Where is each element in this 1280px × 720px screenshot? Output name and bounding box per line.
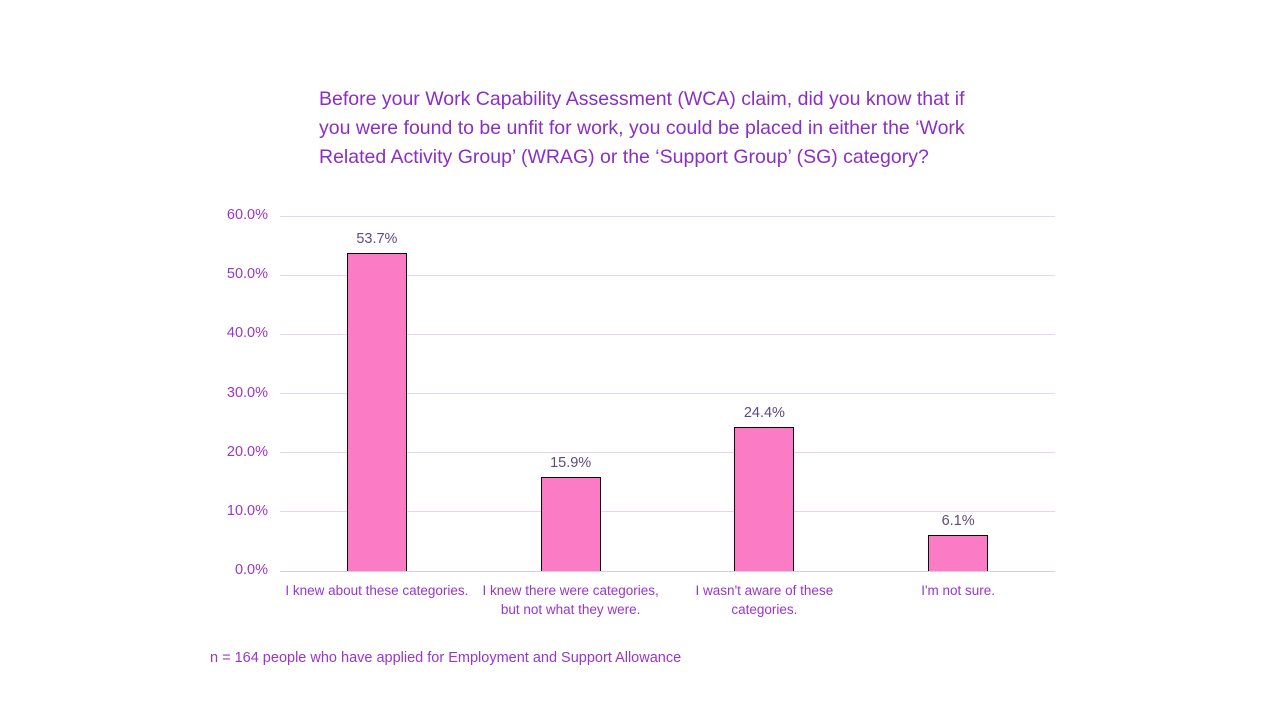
gridline: [280, 215, 1055, 217]
x-axis-tick-label: I knew about these categories.: [280, 582, 474, 601]
y-axis-tick-label: 20.0%: [226, 443, 268, 460]
gridline: [280, 393, 1055, 394]
gridline: [280, 333, 1055, 335]
x-axis-baseline: [280, 570, 1055, 572]
gridline: [280, 511, 1055, 513]
y-axis-tick-label: 30.0%: [226, 384, 268, 401]
bar: [540, 476, 601, 571]
y-axis: 0.0% 10.0% 20.0% 30.0% 40.0% 50.0% 60.0%: [190, 207, 268, 578]
gridline: [280, 274, 1055, 276]
y-axis-tick-label: 10.0%: [226, 502, 268, 519]
bar-value-label: 6.1%: [941, 512, 975, 529]
bar: [346, 253, 407, 571]
x-axis-tick-label: I'm not sure.: [861, 582, 1055, 601]
bar-value-label: 53.7%: [356, 231, 398, 248]
gridline: [280, 452, 1055, 454]
bar-value-label: 24.4%: [743, 404, 785, 421]
bar: [734, 426, 795, 571]
chart-title: Before your Work Capability Assessment (…: [319, 88, 965, 168]
x-axis-tick-label: I knew there were categories, but not wh…: [474, 582, 668, 619]
x-axis-tick-label-text: I'm not sure.: [921, 583, 996, 598]
plot-area: 53.7% 15.9% 24.4% 6.1%: [280, 215, 1055, 572]
y-axis-tick-label: 60.0%: [226, 207, 268, 223]
x-axis-tick-label: I wasn't aware of these categories.: [668, 582, 862, 619]
x-axis-tick-label-text: I knew about these categories.: [285, 583, 469, 598]
sample-size-footnote: n = 164 people who have applied for Empl…: [210, 650, 682, 666]
y-axis-tick-label: 50.0%: [226, 266, 268, 283]
bar: [928, 534, 989, 571]
x-axis-tick-label-text: I wasn't aware of these categories.: [695, 583, 834, 617]
bar-value-label: 15.9%: [550, 454, 592, 471]
x-axis-tick-label-text: I knew there were categories, but not wh…: [482, 583, 659, 617]
y-axis-tick-label: 40.0%: [226, 325, 268, 342]
y-axis-tick-label: 0.0%: [234, 562, 268, 578]
